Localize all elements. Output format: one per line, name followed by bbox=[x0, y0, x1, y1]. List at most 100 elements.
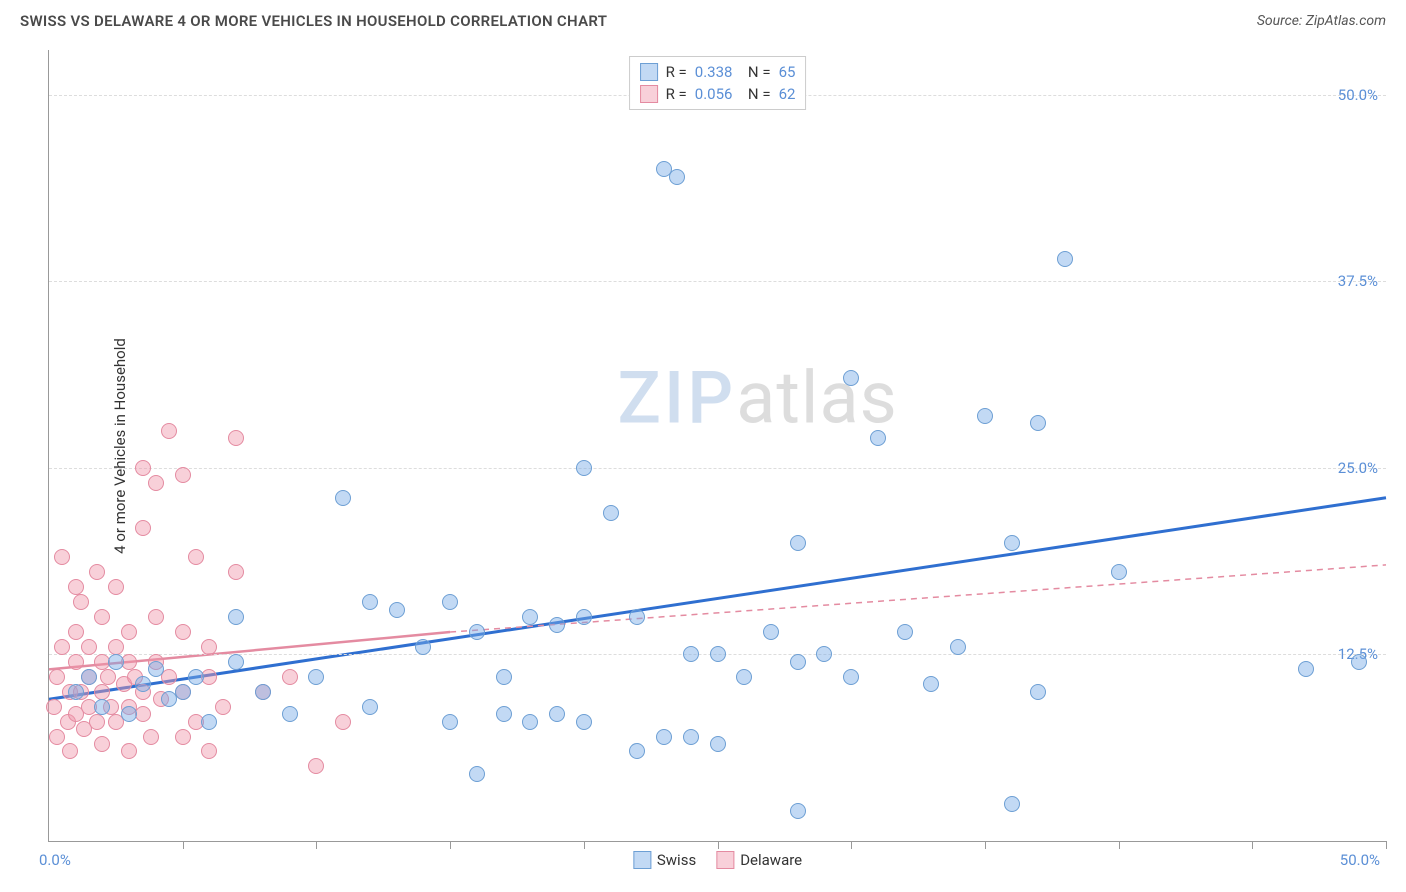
point-swiss bbox=[1057, 251, 1073, 267]
point-swiss bbox=[362, 699, 378, 715]
point-delaware bbox=[188, 549, 204, 565]
point-swiss bbox=[1351, 654, 1367, 670]
r-value-swiss: 0.338 bbox=[695, 63, 733, 81]
x-tick bbox=[985, 841, 986, 849]
trend-lines bbox=[49, 50, 1386, 841]
point-swiss bbox=[148, 661, 164, 677]
point-delaware bbox=[68, 579, 84, 595]
swatch-delaware-icon bbox=[716, 851, 734, 869]
n-value-swiss: 65 bbox=[779, 63, 796, 81]
x-tick bbox=[1119, 841, 1120, 849]
point-delaware bbox=[62, 743, 78, 759]
y-tick-label: 50.0% bbox=[1338, 86, 1378, 104]
point-delaware bbox=[94, 684, 110, 700]
x-tick bbox=[316, 841, 317, 849]
point-delaware bbox=[135, 520, 151, 536]
point-swiss bbox=[576, 714, 592, 730]
point-swiss bbox=[549, 706, 565, 722]
point-delaware bbox=[148, 609, 164, 625]
point-swiss bbox=[790, 803, 806, 819]
point-swiss bbox=[442, 594, 458, 610]
point-swiss bbox=[496, 706, 512, 722]
point-delaware bbox=[68, 624, 84, 640]
swatch-delaware bbox=[640, 85, 658, 103]
point-swiss bbox=[362, 594, 378, 610]
point-swiss bbox=[790, 535, 806, 551]
point-delaware bbox=[46, 699, 62, 715]
point-swiss bbox=[415, 639, 431, 655]
point-swiss bbox=[469, 766, 485, 782]
point-swiss bbox=[68, 684, 84, 700]
point-delaware bbox=[73, 594, 89, 610]
point-swiss bbox=[683, 646, 699, 662]
point-swiss bbox=[496, 669, 512, 685]
correlation-legend: R = 0.338 N = 65 R = 0.056 N = 62 bbox=[629, 56, 807, 110]
point-swiss bbox=[81, 669, 97, 685]
point-swiss bbox=[469, 624, 485, 640]
source-attribution: Source: ZipAtlas.com bbox=[1257, 13, 1386, 29]
point-swiss bbox=[816, 646, 832, 662]
point-delaware bbox=[308, 758, 324, 774]
point-delaware bbox=[282, 669, 298, 685]
legend-row-delaware: R = 0.056 N = 62 bbox=[640, 83, 796, 105]
point-delaware bbox=[54, 549, 70, 565]
point-swiss bbox=[135, 676, 151, 692]
point-swiss bbox=[790, 654, 806, 670]
point-swiss bbox=[442, 714, 458, 730]
n-value-delaware: 62 bbox=[779, 85, 796, 103]
point-swiss bbox=[188, 669, 204, 685]
point-swiss bbox=[94, 699, 110, 715]
point-delaware bbox=[89, 714, 105, 730]
x-tick bbox=[718, 841, 719, 849]
y-tick-label: 37.5% bbox=[1338, 272, 1378, 290]
point-delaware bbox=[161, 423, 177, 439]
point-swiss bbox=[576, 609, 592, 625]
point-swiss bbox=[201, 714, 217, 730]
point-swiss bbox=[335, 490, 351, 506]
point-delaware bbox=[143, 729, 159, 745]
point-delaware bbox=[201, 639, 217, 655]
x-tick bbox=[1252, 841, 1253, 849]
point-swiss bbox=[522, 714, 538, 730]
point-swiss bbox=[175, 684, 191, 700]
point-swiss bbox=[683, 729, 699, 745]
point-delaware bbox=[175, 624, 191, 640]
point-swiss bbox=[950, 639, 966, 655]
x-axis-max-label: 50.0% bbox=[1340, 851, 1380, 869]
point-swiss bbox=[549, 617, 565, 633]
point-delaware bbox=[228, 564, 244, 580]
x-tick bbox=[183, 841, 184, 849]
x-tick bbox=[584, 841, 585, 849]
point-delaware bbox=[175, 729, 191, 745]
point-swiss bbox=[255, 684, 271, 700]
x-tick bbox=[1386, 841, 1387, 849]
point-delaware bbox=[201, 743, 217, 759]
point-swiss bbox=[282, 706, 298, 722]
point-swiss bbox=[977, 408, 993, 424]
point-swiss bbox=[1030, 415, 1046, 431]
point-swiss bbox=[629, 609, 645, 625]
point-delaware bbox=[89, 564, 105, 580]
point-swiss bbox=[669, 169, 685, 185]
point-swiss bbox=[629, 743, 645, 759]
point-swiss bbox=[228, 654, 244, 670]
point-delaware bbox=[148, 475, 164, 491]
point-delaware bbox=[215, 699, 231, 715]
point-swiss bbox=[923, 676, 939, 692]
gridline bbox=[49, 468, 1386, 469]
point-swiss bbox=[1298, 661, 1314, 677]
point-swiss bbox=[108, 654, 124, 670]
point-swiss bbox=[1111, 564, 1127, 580]
swatch-swiss-icon bbox=[633, 851, 651, 869]
point-swiss bbox=[897, 624, 913, 640]
point-swiss bbox=[389, 602, 405, 618]
point-swiss bbox=[656, 729, 672, 745]
point-swiss bbox=[736, 669, 752, 685]
point-delaware bbox=[49, 669, 65, 685]
watermark: ZIPatlas bbox=[617, 356, 897, 441]
point-swiss bbox=[1004, 796, 1020, 812]
point-swiss bbox=[121, 706, 137, 722]
point-delaware bbox=[100, 669, 116, 685]
point-delaware bbox=[108, 639, 124, 655]
point-swiss bbox=[710, 646, 726, 662]
